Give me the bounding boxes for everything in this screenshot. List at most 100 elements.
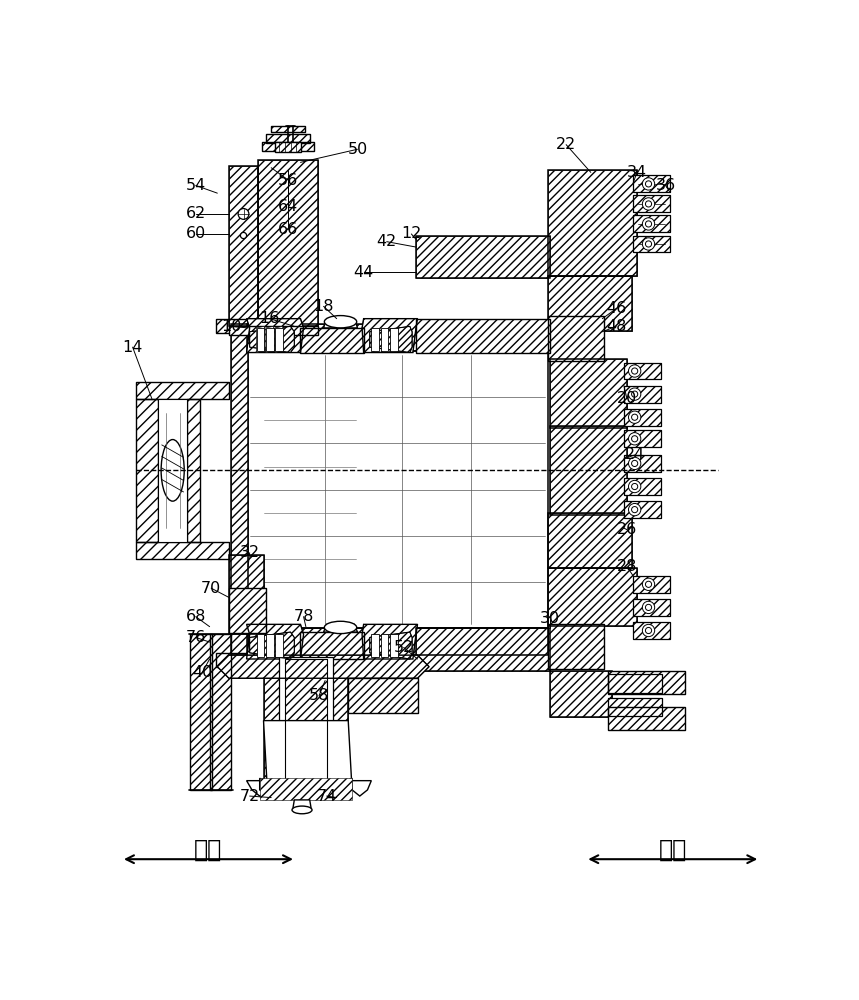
Bar xyxy=(624,409,661,426)
Polygon shape xyxy=(369,632,412,659)
Bar xyxy=(633,215,670,232)
Text: 内侧: 内侧 xyxy=(194,838,222,862)
Bar xyxy=(257,634,265,657)
Bar xyxy=(262,142,314,151)
Bar xyxy=(137,382,228,399)
Bar xyxy=(548,513,631,568)
Text: 44: 44 xyxy=(354,265,374,280)
Bar xyxy=(548,624,604,669)
Bar xyxy=(191,634,212,790)
Bar xyxy=(416,628,550,671)
Circle shape xyxy=(629,503,641,516)
Polygon shape xyxy=(275,326,283,353)
Circle shape xyxy=(631,507,637,513)
Bar xyxy=(548,568,637,626)
Bar xyxy=(548,170,637,276)
Bar xyxy=(259,778,352,800)
Bar xyxy=(137,542,228,559)
Bar xyxy=(548,276,631,331)
Bar xyxy=(633,622,670,639)
Bar xyxy=(416,319,550,353)
Bar xyxy=(548,624,604,669)
Text: 58: 58 xyxy=(308,688,329,703)
Polygon shape xyxy=(362,319,417,353)
Bar xyxy=(285,659,326,788)
Bar xyxy=(231,324,248,655)
Circle shape xyxy=(645,627,652,634)
Text: 42: 42 xyxy=(376,234,397,249)
Text: 30: 30 xyxy=(540,611,560,626)
Bar xyxy=(390,328,398,351)
Bar xyxy=(624,455,661,472)
Bar xyxy=(381,634,388,657)
Bar xyxy=(371,634,379,657)
Text: 24: 24 xyxy=(624,447,645,462)
Bar xyxy=(624,478,661,495)
Bar xyxy=(210,634,231,790)
Bar xyxy=(390,634,398,657)
Text: 54: 54 xyxy=(186,178,206,193)
Bar xyxy=(247,628,548,655)
Bar xyxy=(228,166,259,326)
Text: 外侧: 外侧 xyxy=(659,838,687,862)
Circle shape xyxy=(629,480,641,493)
Bar xyxy=(191,634,212,790)
Bar xyxy=(633,235,670,252)
Polygon shape xyxy=(324,319,357,328)
Circle shape xyxy=(645,221,652,227)
Bar xyxy=(548,316,604,361)
Bar xyxy=(228,588,265,633)
Circle shape xyxy=(629,433,641,445)
Bar xyxy=(228,588,265,633)
Bar xyxy=(265,328,273,351)
Bar xyxy=(264,657,348,721)
Bar xyxy=(137,399,158,542)
Bar xyxy=(275,328,283,351)
Bar xyxy=(608,698,662,716)
Circle shape xyxy=(645,241,652,247)
Bar xyxy=(301,328,363,353)
Bar xyxy=(216,319,248,333)
Circle shape xyxy=(643,601,655,614)
Bar xyxy=(548,316,604,361)
Circle shape xyxy=(643,218,655,230)
Text: 34: 34 xyxy=(627,165,647,180)
Bar xyxy=(633,195,670,212)
Bar xyxy=(550,671,612,717)
Bar xyxy=(633,599,670,616)
Bar xyxy=(301,632,363,659)
Bar xyxy=(285,659,326,788)
Bar xyxy=(624,430,661,447)
Bar xyxy=(633,622,670,639)
Bar xyxy=(550,426,627,515)
Text: 62: 62 xyxy=(186,206,206,221)
Bar xyxy=(633,215,670,232)
Circle shape xyxy=(643,578,655,590)
Bar xyxy=(247,351,548,628)
Bar xyxy=(265,134,310,143)
Bar xyxy=(633,576,670,593)
Circle shape xyxy=(238,209,249,219)
Bar xyxy=(186,399,200,542)
Text: 40: 40 xyxy=(192,665,212,680)
Bar xyxy=(265,634,273,657)
Bar xyxy=(608,671,685,694)
Bar xyxy=(247,324,548,351)
Text: 78: 78 xyxy=(294,609,314,624)
Text: 12: 12 xyxy=(401,226,422,241)
Bar xyxy=(228,555,264,634)
Polygon shape xyxy=(217,655,430,678)
Circle shape xyxy=(645,581,652,587)
Bar xyxy=(275,142,302,152)
Bar xyxy=(608,674,662,693)
Bar xyxy=(259,160,318,326)
Bar xyxy=(550,359,627,428)
Bar xyxy=(624,501,661,518)
Bar xyxy=(264,657,348,721)
Ellipse shape xyxy=(292,806,312,814)
Bar xyxy=(548,513,631,568)
Polygon shape xyxy=(369,326,412,353)
Polygon shape xyxy=(247,721,371,796)
Bar xyxy=(633,175,670,192)
Bar xyxy=(624,363,661,379)
